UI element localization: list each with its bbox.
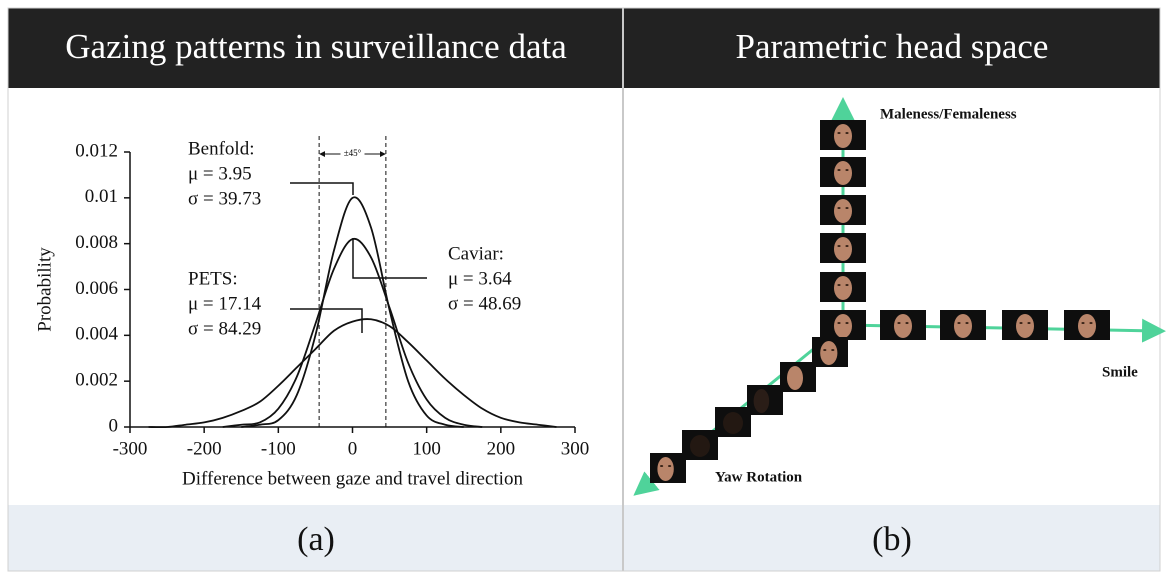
face [834,276,852,300]
annotation: μ = 3.64 [448,268,512,289]
x-tick-label: -200 [187,438,222,459]
eye [837,245,840,247]
face [754,389,770,413]
x-tick-label: -100 [261,438,296,459]
eye [837,132,840,134]
eye [845,132,848,134]
eye [660,465,663,467]
face [834,237,852,261]
face-thumbnail [820,157,866,187]
y-tick-label: 0.002 [75,370,118,391]
face [894,314,912,338]
annotation: Benfold: [188,138,255,159]
face-thumbnail [747,385,783,415]
eye [837,207,840,209]
face-thumbnail [880,310,926,340]
face-thumbnail [715,407,751,437]
face-thumbnail [1064,310,1110,340]
face [1078,314,1096,338]
eye [905,322,908,324]
reference-label: ±45° [344,148,362,158]
eye [831,349,834,351]
annotation: μ = 3.95 [188,163,252,184]
eye [897,322,900,324]
annotation: Caviar: [448,243,504,264]
face [787,366,803,390]
axis-label: Smile [1102,364,1138,380]
eye [845,284,848,286]
x-tick-label: 0 [348,438,358,459]
y-tick-label: 0.004 [75,324,118,345]
eye [1089,322,1092,324]
annotation: σ = 84.29 [188,318,261,339]
x-axis-label: Difference between gaze and travel direc… [182,468,523,489]
x-tick-label: -300 [113,438,148,459]
face-thumbnail [820,195,866,225]
face-thumbnail [1002,310,1048,340]
axis-label: Yaw Rotation [715,469,803,485]
face-thumbnail [820,310,866,340]
face-thumbnail [682,430,718,460]
panel-header: Parametric head space [736,27,1049,66]
x-tick-label: 300 [561,438,590,459]
eye [837,169,840,171]
eye [957,322,960,324]
y-tick-label: 0.008 [75,232,118,253]
face-thumbnail [650,453,686,483]
eye [837,284,840,286]
figure: Gazing patterns in surveillance data Par… [0,0,1169,574]
head-back [690,435,710,457]
eye [1081,322,1084,324]
panel-caption: (b) [872,521,912,558]
y-tick-label: 0 [109,415,119,436]
eye [823,349,826,351]
eye [965,322,968,324]
face [1016,314,1034,338]
face-thumbnail [780,362,816,392]
annotation: σ = 48.69 [448,293,521,314]
x-tick-label: 200 [487,438,516,459]
caption-bar [8,505,1160,571]
y-axis-label: Probability [34,247,55,332]
face-thumbnail [812,337,848,367]
face [820,341,837,365]
eye [668,465,671,467]
annotation: μ = 17.14 [188,293,262,314]
face [834,124,852,148]
face [834,161,852,185]
face [834,314,852,338]
y-tick-label: 0.01 [85,186,118,207]
face-thumbnail [820,120,866,150]
eye [845,322,848,324]
face [954,314,972,338]
y-tick-label: 0.012 [75,140,118,161]
face [834,199,852,223]
panel-header: Gazing patterns in surveillance data [65,27,567,66]
eye [845,169,848,171]
eye [1027,322,1030,324]
eye [837,322,840,324]
face-thumbnail [820,272,866,302]
face-thumbnail [820,233,866,263]
eye [845,245,848,247]
y-tick-label: 0.006 [75,278,118,299]
axis-label: Maleness/Femaleness [880,106,1017,122]
eye [845,207,848,209]
x-tick-label: 100 [412,438,441,459]
eye [1019,322,1022,324]
annotation: PETS: [188,268,238,289]
head-back [723,412,743,434]
face-thumbnail [940,310,986,340]
face [657,457,673,481]
panel-caption: (a) [297,521,335,558]
annotation: σ = 39.73 [188,188,261,209]
